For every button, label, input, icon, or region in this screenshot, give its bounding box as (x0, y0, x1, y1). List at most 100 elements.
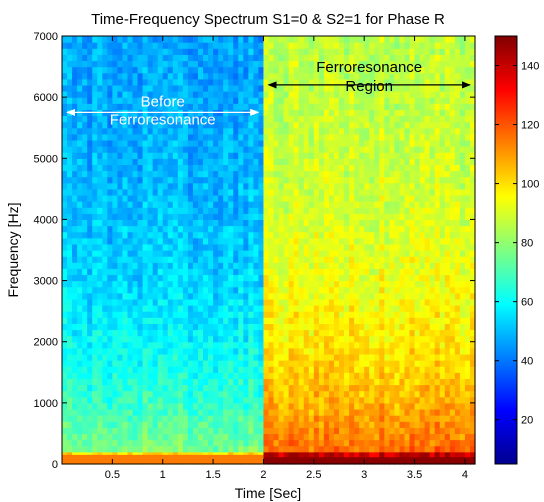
heatmap-cell (379, 103, 385, 110)
heatmap-cell (253, 72, 260, 80)
heatmap-cell (87, 158, 93, 165)
heatmap-cell (62, 36, 68, 43)
heatmap-cell (308, 36, 315, 43)
heatmap-cell (293, 317, 300, 324)
heatmap-cell (137, 127, 144, 135)
heatmap-cell (328, 396, 335, 404)
heatmap-cell (223, 115, 229, 123)
heatmap-cell (404, 188, 411, 196)
heatmap-cell (117, 170, 124, 178)
heatmap-cell (92, 60, 98, 68)
heatmap-cell (308, 451, 315, 459)
heatmap-cell (147, 323, 154, 331)
heatmap-cell (192, 268, 199, 276)
heatmap-cell (313, 66, 320, 74)
heatmap-cell (333, 402, 340, 410)
heatmap-cell (162, 127, 169, 135)
heatmap-cell (384, 182, 390, 190)
heatmap-cell (369, 201, 375, 208)
heatmap-cell (243, 366, 249, 373)
heatmap-cell (414, 72, 421, 80)
heatmap-cell (132, 176, 139, 184)
heatmap-cell (333, 323, 340, 331)
heatmap-cell (273, 207, 280, 214)
heatmap-cell (374, 60, 380, 68)
heatmap-cell (228, 66, 234, 74)
heatmap-cell (288, 170, 295, 178)
heatmap-cell (218, 292, 224, 300)
heatmap-cell (374, 360, 380, 367)
heatmap-cell (399, 390, 406, 398)
heatmap-cell (328, 439, 335, 447)
heatmap-cell (298, 408, 305, 416)
heatmap-cell (107, 396, 113, 404)
heatmap-cell (263, 207, 270, 214)
heatmap-cell (288, 201, 295, 208)
heatmap-cell (82, 421, 88, 428)
heatmap-cell (253, 268, 260, 276)
heatmap-cell (182, 372, 189, 379)
heatmap-cell (288, 243, 295, 251)
heatmap-cell (137, 250, 144, 257)
heatmap-cell (359, 408, 365, 416)
heatmap-cell (389, 250, 396, 257)
heatmap-cell (328, 201, 335, 208)
heatmap-cell (268, 188, 275, 196)
heatmap-cell (127, 372, 134, 379)
heatmap-cell (399, 72, 406, 80)
heatmap-cell (323, 439, 330, 447)
heatmap-cell (399, 402, 406, 410)
heatmap-cell (328, 84, 335, 92)
heatmap-cell (359, 280, 365, 288)
heatmap-cell (87, 372, 93, 379)
heatmap-cell (364, 164, 370, 172)
heatmap-cell (344, 109, 350, 117)
heatmap-cell (203, 97, 209, 104)
heatmap-cell (192, 305, 199, 312)
heatmap-cell (263, 427, 270, 435)
heatmap-cell (243, 384, 249, 392)
heatmap-cell (359, 194, 365, 202)
heatmap-cell (72, 237, 78, 245)
heatmap-cell (409, 188, 416, 196)
heatmap-cell (328, 60, 335, 68)
heatmap-cell (213, 42, 219, 49)
heatmap-cell (97, 182, 103, 190)
heatmap-cell (243, 243, 249, 251)
heatmap-cell (379, 219, 385, 227)
heatmap-cell (77, 115, 83, 123)
heatmap-cell (344, 188, 350, 196)
heatmap-cell (62, 72, 68, 80)
heatmap-cell (162, 133, 169, 141)
heatmap-cell (253, 280, 260, 288)
heatmap-cell (213, 84, 219, 92)
heatmap-cell (102, 78, 108, 86)
heatmap-cell (268, 170, 275, 178)
heatmap-cell (349, 311, 355, 318)
heatmap-cell (152, 121, 159, 129)
heatmap-cell (238, 237, 244, 245)
heatmap-cell (142, 415, 149, 422)
heatmap-cell (263, 250, 270, 257)
heatmap-cell (298, 139, 305, 147)
heatmap-cell (233, 329, 239, 337)
heatmap-cell (182, 292, 189, 300)
heatmap-cell (374, 427, 380, 435)
heatmap-cell (132, 219, 139, 227)
heatmap-cell (238, 317, 244, 324)
heatmap-cell (162, 256, 169, 263)
heatmap-cell (213, 91, 219, 98)
heatmap-cell (384, 421, 390, 428)
heatmap-cell (132, 121, 139, 129)
heatmap-cell (404, 390, 411, 398)
heatmap-cell (253, 341, 260, 349)
heatmap-cell (364, 103, 370, 110)
heatmap-cell (107, 176, 113, 184)
heatmap-cell (82, 408, 88, 416)
heatmap-cell (218, 201, 224, 208)
heatmap-cell (354, 408, 360, 416)
heatmap-cell (349, 305, 355, 312)
heatmap-cell (389, 231, 396, 239)
heatmap-cell (92, 341, 98, 349)
heatmap-cell (157, 268, 164, 276)
